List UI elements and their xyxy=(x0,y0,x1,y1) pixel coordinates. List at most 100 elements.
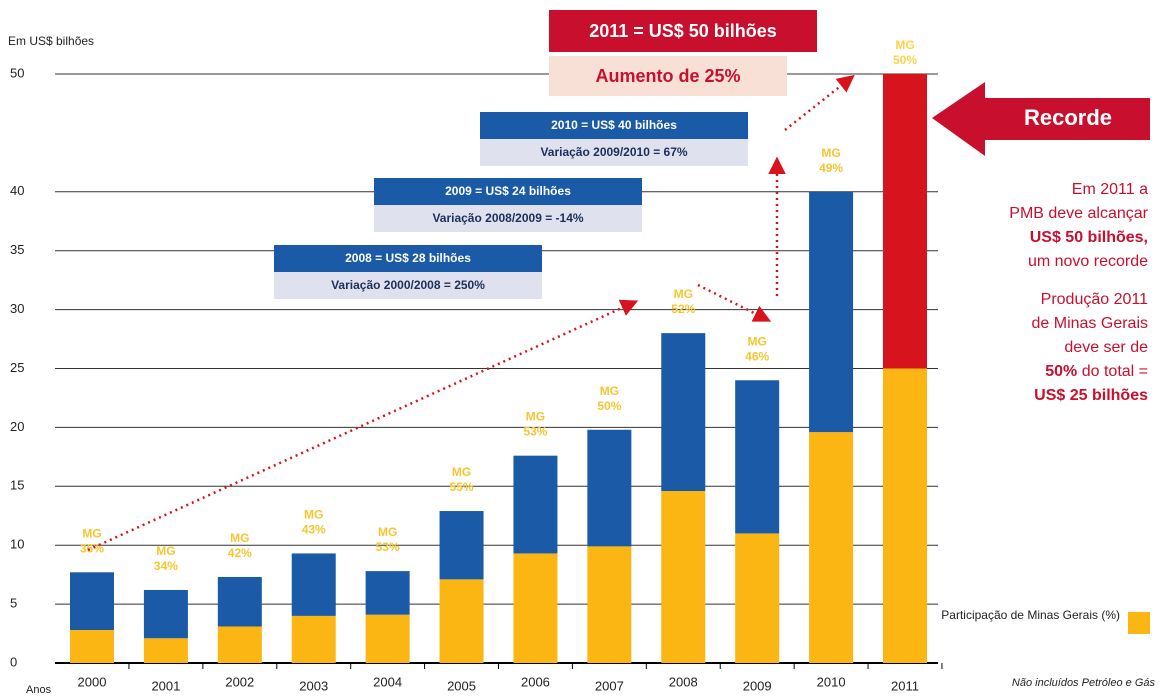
bar-segment xyxy=(217,626,262,663)
bar-segment xyxy=(513,455,558,554)
bar-segment xyxy=(365,571,410,615)
x-tick-label: 2011 xyxy=(891,678,919,693)
bar-segment xyxy=(587,546,632,663)
share-label: MG 53% xyxy=(523,410,547,439)
share-prefix: MG xyxy=(156,544,175,558)
share-label: MG 50% xyxy=(597,384,621,413)
note-line: Produção 2011 xyxy=(1041,291,1148,308)
y-axis-label: Em US$ bilhões xyxy=(8,34,94,48)
bar-segment xyxy=(661,491,706,663)
annotation-box: 2010 = US$ 40 bilhões Variação 2009/2010… xyxy=(480,112,748,166)
x-axis-label: Anos xyxy=(26,684,52,696)
share-label: MG 49% xyxy=(819,146,843,175)
x-tick-label: 2010 xyxy=(817,674,846,689)
share-prefix: MG xyxy=(821,146,840,160)
share-label: MG 43% xyxy=(302,508,326,537)
box-head: 2009 = US$ 24 bilhões xyxy=(445,184,571,198)
share-value: 34% xyxy=(154,559,178,573)
bar-segment xyxy=(661,333,706,492)
share-prefix: MG xyxy=(82,526,101,540)
share-value: 36% xyxy=(80,541,104,555)
bar-segment xyxy=(883,368,927,663)
x-tick-label: 2005 xyxy=(447,678,476,693)
bar-segment xyxy=(735,533,780,663)
share-value: 53% xyxy=(523,425,547,439)
trend-arrows xyxy=(87,74,855,552)
x-tick-label: 2003 xyxy=(299,678,328,693)
bar-segment xyxy=(291,615,336,663)
share-prefix: MG xyxy=(230,531,249,545)
share-label: MG 34% xyxy=(154,544,178,573)
share-prefix: MG xyxy=(748,334,767,348)
share-label: MG 36% xyxy=(80,526,104,555)
share-value: 52% xyxy=(671,302,695,316)
box-sub: Variação 2009/2010 = 67% xyxy=(540,145,687,159)
y-tick-label: 35 xyxy=(10,242,24,257)
bar-segment xyxy=(587,429,632,547)
share-value: 46% xyxy=(745,349,769,363)
note-bold: 50% xyxy=(1045,363,1077,380)
note-line: US$ 25 bilhões xyxy=(1034,387,1148,404)
x-tick-label: 2007 xyxy=(595,678,624,693)
box-head: 2008 = US$ 28 bilhões xyxy=(345,251,471,265)
box-sub: Variação 2008/2009 = -14% xyxy=(432,211,583,225)
y-tick-label: 25 xyxy=(10,360,24,375)
bar-segment xyxy=(883,74,927,369)
callout-text: Recorde xyxy=(1024,105,1112,130)
bar-segment xyxy=(809,191,854,433)
share-prefix: MG xyxy=(526,410,545,424)
x-tick-label: 2008 xyxy=(669,674,698,689)
note-line: deve ser de xyxy=(1064,339,1148,356)
box-sub: Variação 2000/2008 = 250% xyxy=(331,278,485,292)
note-line: de Minas Gerais xyxy=(1032,315,1149,332)
bar-segment xyxy=(365,614,410,663)
share-label: MG 55% xyxy=(450,465,474,494)
bar-segment xyxy=(143,589,188,639)
share-value: 53% xyxy=(376,540,400,554)
note-line: US$ 50 bilhões, xyxy=(1030,229,1148,246)
y-tick-label: 5 xyxy=(10,596,17,611)
x-tick-label: 2000 xyxy=(78,674,107,689)
bar-segment xyxy=(439,579,484,663)
x-tick-label: 2002 xyxy=(225,674,254,689)
box-head: 2011 = US$ 50 bilhões xyxy=(589,21,777,41)
share-label: MG 42% xyxy=(228,531,252,560)
share-value: 50% xyxy=(597,399,621,413)
bar-segment xyxy=(217,577,262,627)
share-prefix: MG xyxy=(895,38,914,52)
bar-segment xyxy=(70,630,114,663)
footnote: Não incluídos Petróleo e Gás xyxy=(1012,677,1156,689)
share-label: MG 46% xyxy=(745,334,769,363)
callout-arrow: Recorde xyxy=(932,82,1150,156)
share-label: MG 50% xyxy=(893,38,917,67)
share-value: 55% xyxy=(450,480,474,494)
bar-segment xyxy=(70,572,114,631)
note: Em 2011 a PMB deve alcançar US$ 50 bilhõ… xyxy=(1009,181,1148,404)
share-value: 43% xyxy=(302,523,326,537)
note-line: Em 2011 a xyxy=(1072,181,1148,198)
y-tick-label: 40 xyxy=(10,183,24,198)
note-text: do total = xyxy=(1077,363,1148,380)
bar-segment xyxy=(809,432,854,663)
bar-segment xyxy=(439,511,484,580)
x-tick-label: 2004 xyxy=(373,674,402,689)
y-tick-label: 20 xyxy=(10,419,24,434)
box-head: 2010 = US$ 40 bilhões xyxy=(551,118,677,132)
note-line: PMB deve alcançar xyxy=(1009,205,1148,222)
annotation-box: 2008 = US$ 28 bilhões Variação 2000/2008… xyxy=(274,245,542,299)
bar-segment xyxy=(735,380,780,534)
x-tick-label: 2006 xyxy=(521,674,550,689)
share-value: 50% xyxy=(893,53,917,67)
share-prefix: MG xyxy=(600,384,619,398)
share-prefix: MG xyxy=(674,287,693,301)
y-tick-label: 0 xyxy=(10,654,17,669)
x-tick-label: 2001 xyxy=(151,678,180,693)
y-tick-label: 50 xyxy=(10,65,24,80)
y-tick-label: 30 xyxy=(10,301,24,316)
box-sub: Aumento de 25% xyxy=(595,66,740,86)
bar-segment xyxy=(513,553,558,663)
bar-segment xyxy=(291,553,336,616)
share-prefix: MG xyxy=(452,465,471,479)
annotation-box: 2011 = US$ 50 bilhões Aumento de 25% xyxy=(549,10,817,96)
